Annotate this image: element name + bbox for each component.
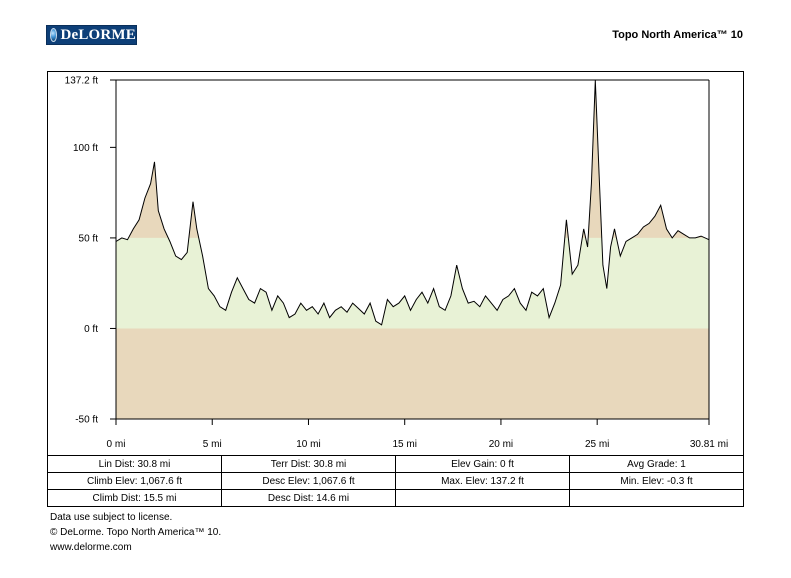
stat-climb-dist: Climb Dist: 15.5 mi bbox=[47, 489, 222, 507]
stats-row: Lin Dist: 30.8 mi Terr Dist: 30.8 mi Ele… bbox=[47, 455, 744, 473]
stats-row: Climb Dist: 15.5 mi Desc Dist: 14.6 mi bbox=[47, 489, 744, 507]
x-tick-label: 25 mi bbox=[585, 439, 609, 450]
stats-table: Lin Dist: 30.8 mi Terr Dist: 30.8 mi Ele… bbox=[47, 455, 744, 507]
stat-terr-dist: Terr Dist: 30.8 mi bbox=[221, 455, 396, 473]
x-tick-label: 0 mi bbox=[107, 439, 126, 450]
stat-desc-dist: Desc Dist: 14.6 mi bbox=[221, 489, 396, 507]
stats-row: Climb Elev: 1,067.6 ft Desc Elev: 1,067.… bbox=[47, 472, 744, 490]
x-tick-label: 10 mi bbox=[296, 439, 320, 450]
stat-empty bbox=[395, 489, 570, 507]
elevation-line bbox=[115, 80, 710, 326]
footer: Data use subject to license. © DeLorme. … bbox=[50, 510, 221, 555]
y-tick-label: -50 ft bbox=[75, 415, 98, 426]
x-tick-label: 5 mi bbox=[203, 439, 222, 450]
x-tick-label: 30.81 mi bbox=[690, 439, 728, 450]
stat-desc-elev: Desc Elev: 1,067.6 ft bbox=[221, 472, 396, 490]
y-tick-label: 100 ft bbox=[73, 143, 98, 154]
elevation-profile-chart: -50 ft 0 ft 50 ft 100 ft 137.2 ft 0 mi 5 mi 10 … bbox=[65, 76, 729, 451]
y-tick-label: 0 ft bbox=[84, 324, 98, 335]
stat-lin-dist: Lin Dist: 30.8 mi bbox=[47, 455, 222, 473]
x-tick-label: 20 mi bbox=[489, 439, 513, 450]
stat-empty bbox=[569, 489, 744, 507]
copyright-note: © DeLorme. Topo North America™ 10. bbox=[50, 527, 222, 538]
stat-min-elev: Min. Elev: -0.3 ft bbox=[569, 472, 744, 490]
y-tick-label: 50 ft bbox=[79, 233, 99, 244]
stat-avg-grade: Avg Grade: 1 bbox=[569, 455, 744, 473]
below-zero-area bbox=[116, 328, 709, 419]
stat-elev-gain: Elev Gain: 0 ft bbox=[395, 455, 570, 473]
license-note: Data use subject to license. bbox=[50, 512, 173, 523]
stat-climb-elev: Climb Elev: 1,067.6 ft bbox=[47, 472, 222, 490]
delorme-logo: DeLORME bbox=[46, 25, 137, 45]
globe-icon bbox=[50, 28, 58, 42]
stat-max-elev: Max. Elev: 137.2 ft bbox=[395, 472, 570, 490]
product-title: Topo North America™ 10 bbox=[612, 29, 743, 41]
y-tick-label: 137.2 ft bbox=[65, 76, 99, 87]
website-link[interactable]: www.delorme.com bbox=[50, 542, 132, 553]
x-tick-label: 15 mi bbox=[392, 439, 416, 450]
logo-text: DeLORME bbox=[60, 27, 136, 43]
